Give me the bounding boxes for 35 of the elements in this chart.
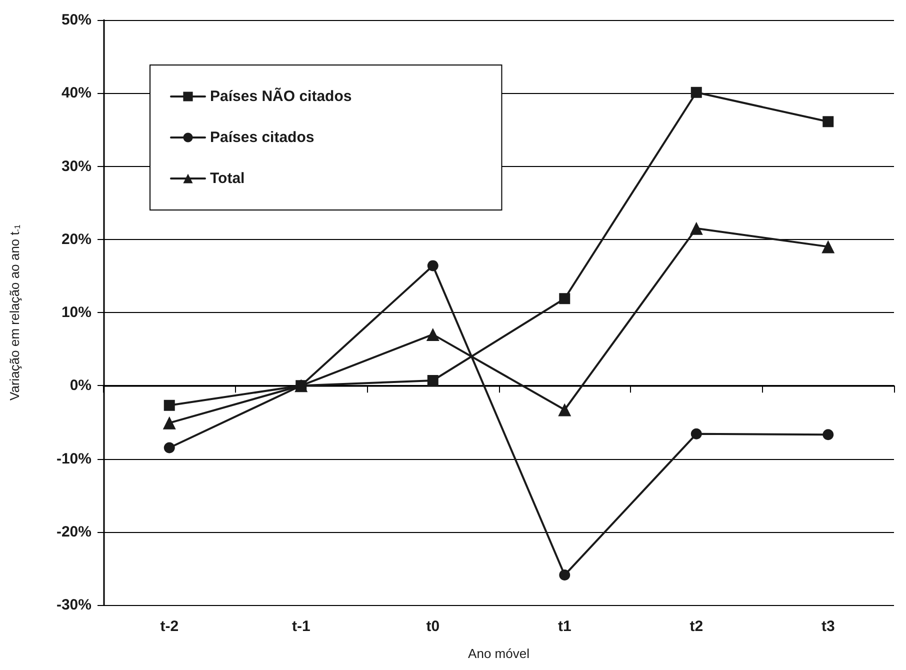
point: [427, 260, 438, 272]
x-tick-label: t-2: [160, 618, 179, 635]
y-tick-label: 40%: [61, 84, 92, 102]
x-tick-label: t-1: [292, 618, 310, 635]
point: [164, 442, 175, 454]
point: [162, 416, 176, 430]
point: [427, 375, 438, 386]
point: [822, 116, 834, 128]
legend-label: Países NÃO citados: [210, 87, 352, 105]
x-tick-label: t3: [821, 618, 835, 635]
point: [559, 293, 570, 304]
point: [164, 400, 175, 411]
y-tick-label: -20%: [56, 523, 92, 540]
legend-label: Países citados: [210, 129, 314, 146]
y-tick-label: 20%: [61, 230, 92, 248]
point: [822, 240, 835, 254]
point: [690, 222, 703, 235]
y-tick-label: 50%: [61, 12, 92, 28]
x-tick-label: t2: [690, 618, 704, 635]
point: [426, 328, 440, 341]
point: [822, 429, 834, 440]
y-axis-title: Variação em relação ao ano t-1: [7, 224, 22, 400]
point: [558, 403, 572, 416]
x-tick-label: t1: [558, 618, 572, 635]
y-tick-label: -30%: [56, 596, 92, 614]
y-tick-label: 0%: [70, 377, 92, 394]
point: [559, 570, 570, 581]
point: [690, 428, 702, 440]
y-tick-label: -10%: [56, 450, 92, 468]
point: [690, 86, 702, 98]
y-tick-label: 10%: [61, 304, 92, 321]
x-tick-label: t0: [426, 618, 440, 635]
legend-label: Total: [210, 170, 245, 187]
x-axis-title: Ano móvel: [468, 646, 530, 661]
y-tick-label: 30%: [61, 158, 92, 175]
